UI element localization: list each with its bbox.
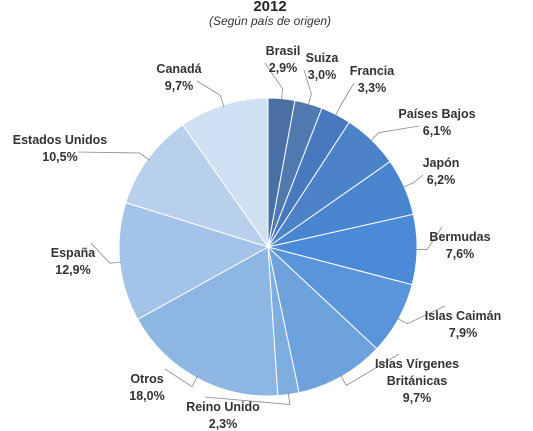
slice-label-brasil: Brasil 2,9%	[266, 44, 301, 75]
slice-label-suiza: Suiza 3,0%	[306, 51, 340, 82]
pie-slices	[118, 97, 418, 397]
slice-label-otros: Otros 18,0%	[129, 372, 164, 403]
leader-line-brasil	[264, 62, 283, 101]
slice-label-francia: Francia 3,3%	[350, 64, 396, 95]
leader-line-islas-virgenes-britanicas	[340, 353, 400, 386]
leader-line-japon	[402, 174, 424, 188]
slice-label-japon: Japón 6,2%	[423, 156, 460, 187]
leader-line-otros	[164, 368, 199, 388]
slice-label-reino-unido: Reino Unido 2,3%	[186, 400, 260, 431]
slice-label-estados-unidos: Estados Unidos 10,5%	[13, 133, 108, 164]
slice-label-bermudas: Bermudas 7,6%	[429, 230, 490, 261]
leader-line-bermudas	[414, 226, 443, 251]
slice-labels: Brasil 2,9%Suiza 3,0% Francia 3,3%Países Baj…	[13, 44, 501, 431]
slice-label-paises-bajos: Países Bajos 6,1%	[398, 107, 475, 138]
chart-subtitle: (Según país de origen)	[209, 14, 331, 28]
leader-line-reino-unido	[204, 392, 291, 405]
slice-label-islas-caiman: Islas Caimán 7,9%	[425, 309, 501, 340]
leader-line-paises-bajos	[369, 125, 420, 142]
leader-lines	[77, 62, 446, 405]
slice-label-canada: Canadá 9,7%	[156, 62, 201, 93]
leader-line-canada	[196, 80, 225, 107]
leader-line-espana	[90, 242, 122, 264]
chart-title: 2012	[253, 0, 286, 15]
slice-label-espana: España 12,9%	[51, 246, 97, 277]
leader-line-suiza	[303, 69, 312, 106]
leader-line-francia	[334, 82, 355, 117]
leader-line-islas-caiman	[396, 305, 446, 325]
leader-line-estados-unidos	[77, 151, 150, 161]
slice-label-islas-virgenes-britanicas: Islas Vírgenes Británicas 9,7%	[375, 357, 459, 405]
